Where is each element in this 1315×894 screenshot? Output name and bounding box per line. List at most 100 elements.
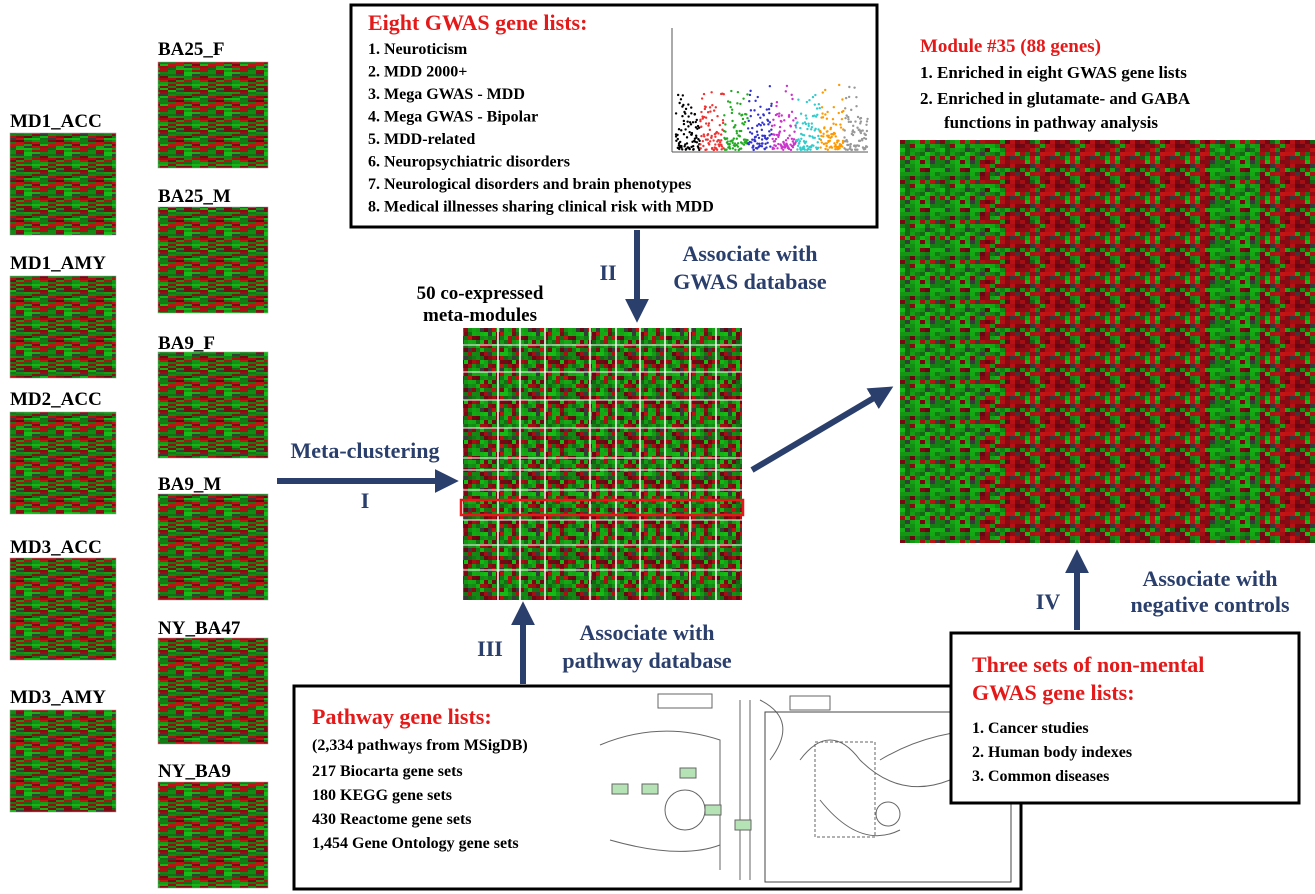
list-item: 180 KEGG gene sets — [312, 787, 452, 804]
meta-heatmap — [463, 328, 742, 600]
manhattan-point — [821, 106, 823, 108]
arrow-module — [752, 392, 884, 470]
manhattan-point — [774, 140, 776, 142]
manhattan-point — [831, 146, 833, 148]
manhattan-point — [791, 138, 793, 140]
module-item: 1. Enriched in eight GWAS gene lists — [920, 63, 1187, 82]
dataset-label: MD3_ACC — [10, 537, 102, 558]
step-label: negative controls — [1130, 592, 1290, 617]
manhattan-point — [856, 127, 858, 129]
manhattan-point — [793, 138, 795, 140]
manhattan-point — [834, 144, 836, 146]
manhattan-point — [776, 113, 778, 115]
negative-title: GWAS gene lists: — [972, 680, 1135, 705]
manhattan-point — [792, 146, 794, 148]
manhattan-point — [728, 143, 730, 145]
manhattan-point — [800, 113, 802, 115]
manhattan-point — [806, 101, 808, 103]
manhattan-point — [747, 127, 749, 129]
manhattan-point — [711, 119, 713, 121]
manhattan-point — [807, 123, 809, 125]
manhattan-point — [786, 85, 788, 87]
manhattan-point — [843, 136, 845, 138]
manhattan-point — [751, 132, 753, 134]
manhattan-point — [711, 104, 713, 106]
manhattan-point — [809, 148, 811, 150]
manhattan-point — [822, 116, 824, 118]
manhattan-point — [716, 115, 718, 117]
manhattan-point — [775, 145, 777, 147]
manhattan-point — [761, 142, 763, 144]
manhattan-point — [860, 117, 862, 119]
manhattan-point — [716, 149, 718, 151]
manhattan-point — [705, 117, 707, 119]
manhattan-point — [818, 103, 820, 105]
manhattan-point — [729, 147, 731, 149]
manhattan-point — [748, 100, 750, 102]
manhattan-point — [808, 99, 810, 101]
manhattan-point — [842, 110, 844, 112]
manhattan-point — [750, 115, 752, 117]
manhattan-point — [714, 143, 716, 145]
manhattan-point — [742, 118, 744, 120]
manhattan-point — [696, 141, 698, 143]
list-item: 8. Medical illnesses sharing clinical ri… — [368, 199, 714, 216]
list-item: 1,454 Gene Ontology gene sets — [312, 835, 519, 852]
manhattan-point — [837, 140, 839, 142]
manhattan-point — [805, 140, 807, 142]
manhattan-point — [679, 141, 681, 143]
manhattan-point — [698, 127, 700, 129]
manhattan-point — [819, 107, 821, 109]
manhattan-point — [708, 143, 710, 145]
dataset-heatmap — [158, 352, 268, 458]
module-heatmap — [1210, 140, 1260, 543]
manhattan-point — [702, 140, 704, 142]
manhattan-point — [832, 123, 834, 125]
manhattan-point — [737, 145, 739, 147]
manhattan-point — [795, 126, 797, 128]
manhattan-point — [847, 116, 849, 118]
manhattan-point — [849, 146, 851, 148]
manhattan-point — [841, 145, 843, 147]
manhattan-point — [853, 86, 855, 88]
list-item: 2. MDD 2000+ — [368, 64, 467, 81]
pathway-subtitle: (2,334 pathways from MSigDB) — [312, 737, 528, 754]
manhattan-point — [676, 134, 678, 136]
manhattan-point — [822, 91, 824, 93]
manhattan-point — [686, 136, 688, 138]
manhattan-point — [758, 137, 760, 139]
dataset-label: NY_BA47 — [158, 618, 241, 639]
manhattan-point — [709, 140, 711, 142]
manhattan-point — [824, 113, 826, 115]
manhattan-point — [731, 109, 733, 111]
manhattan-point — [808, 135, 810, 137]
manhattan-point — [753, 109, 755, 111]
manhattan-point — [814, 103, 816, 105]
manhattan-point — [734, 149, 736, 151]
manhattan-point — [776, 147, 778, 149]
manhattan-point — [695, 137, 697, 139]
manhattan-point — [739, 103, 741, 105]
manhattan-point — [720, 139, 722, 141]
manhattan-point — [746, 117, 748, 119]
manhattan-point — [770, 103, 772, 105]
manhattan-point — [695, 121, 697, 123]
step-numeral: II — [599, 260, 616, 285]
step-numeral: IV — [1036, 589, 1061, 614]
manhattan-point — [850, 121, 852, 123]
manhattan-point — [848, 86, 850, 88]
manhattan-point — [840, 126, 842, 128]
module-item: functions in pathway analysis — [944, 113, 1158, 132]
manhattan-point — [707, 111, 709, 113]
manhattan-point — [770, 105, 772, 107]
list-item: 4. Mega GWAS - Bipolar — [368, 109, 538, 126]
manhattan-point — [850, 109, 852, 111]
manhattan-point — [692, 121, 694, 123]
manhattan-point — [748, 120, 750, 122]
manhattan-point — [703, 93, 705, 95]
manhattan-point — [822, 133, 824, 135]
manhattan-point — [715, 106, 717, 108]
manhattan-point — [692, 148, 694, 150]
manhattan-point — [729, 101, 731, 103]
manhattan-point — [857, 116, 859, 118]
